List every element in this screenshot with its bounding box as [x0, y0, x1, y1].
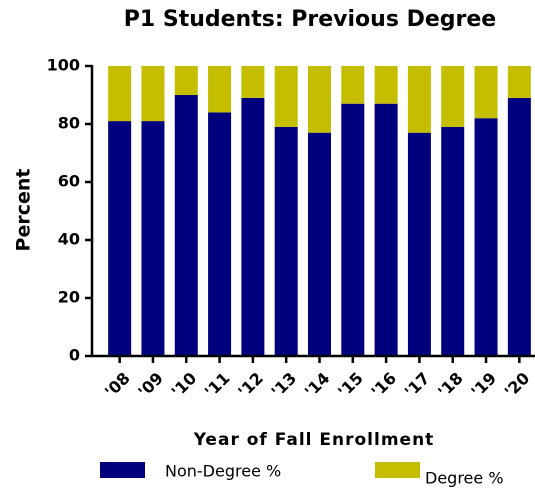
bar-segment — [407, 66, 431, 133]
bar-segment — [308, 66, 331, 133]
x-tick-label: '16 — [367, 369, 400, 402]
bar-segment — [441, 126, 465, 357]
y-tick-label: 20 — [58, 288, 80, 307]
bar-segment — [241, 66, 265, 98]
bar-segment — [108, 66, 132, 122]
bar-segment — [241, 97, 265, 357]
bar-segment — [208, 66, 232, 113]
legend-label: Non-Degree % — [165, 462, 281, 481]
y-tick-label: 0 — [69, 346, 80, 365]
bar-segment — [441, 66, 465, 127]
x-tick-label: '17 — [401, 369, 434, 402]
bar-segment — [174, 95, 198, 356]
bar-segment — [407, 132, 431, 356]
x-tick-label: '19 — [467, 369, 500, 402]
bar-segment — [208, 112, 232, 357]
bar-segment — [374, 103, 398, 356]
y-tick-label: 40 — [58, 230, 80, 249]
bar-segment — [374, 66, 398, 104]
x-tick-label: '08 — [101, 369, 134, 402]
legend-label: Degree % — [425, 469, 504, 488]
bar-segment — [174, 66, 198, 95]
y-tick-label: 60 — [58, 172, 80, 191]
bar-segment — [507, 66, 531, 98]
bar-segment — [507, 97, 531, 357]
x-tick-label: '09 — [134, 369, 167, 402]
chart-title: P1 Students: Previous Degree — [124, 7, 496, 32]
y-axis-title: Percent — [13, 169, 35, 252]
bar-segment — [341, 66, 365, 104]
bar-segment — [474, 66, 498, 119]
bar-segment — [274, 66, 298, 127]
legend-swatch — [375, 462, 420, 478]
bar-segment — [274, 126, 298, 357]
x-axis-title: Year of Fall Enrollment — [193, 430, 435, 450]
bar-segment — [141, 66, 165, 122]
x-tick-label: '11 — [201, 369, 234, 402]
x-tick-label: '18 — [434, 369, 467, 402]
bar-segment — [341, 103, 365, 356]
bar-segment — [141, 121, 165, 356]
y-tick-label: 80 — [58, 114, 80, 133]
bar-segment — [308, 132, 331, 356]
x-tick-label: '12 — [234, 369, 267, 402]
x-tick-label: '15 — [334, 369, 367, 402]
legend-swatch — [100, 462, 145, 478]
bar-segment — [474, 118, 498, 356]
bar-segment — [108, 121, 132, 356]
x-tick-label: '14 — [301, 369, 334, 402]
x-tick-label: '10 — [168, 369, 201, 402]
x-tick-label: '13 — [268, 369, 301, 402]
y-tick-label: 100 — [47, 56, 80, 75]
x-tick-label: '20 — [501, 369, 534, 402]
